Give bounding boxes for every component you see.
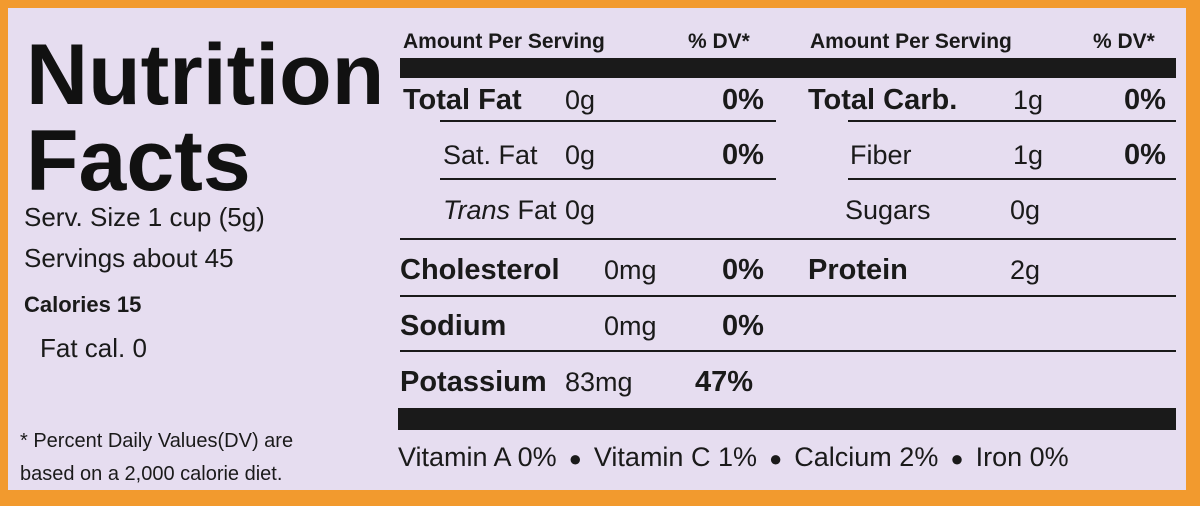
amount: 0g: [1010, 195, 1041, 225]
nutrient: Total Carb.: [808, 84, 958, 116]
thick-rule: [400, 58, 1176, 78]
daily-value: 0%: [722, 310, 764, 342]
nutrient: Protein: [808, 254, 908, 286]
nutrient-italic: Trans: [443, 195, 511, 225]
daily-value: 47%: [695, 366, 754, 398]
column-header: Amount Per Serving: [403, 30, 605, 53]
rule: [400, 350, 1176, 352]
nutrient: Cholesterol: [400, 254, 560, 286]
column-header: % DV*: [688, 30, 750, 53]
vitamin: Iron 0%: [975, 442, 1069, 472]
vitamins-line: Vitamin A 0% ● Vitamin C 1% ● Calcium 2% ● Iro…: [398, 442, 1069, 472]
nutrient: Sat. Fat: [443, 140, 538, 170]
amount: 1g: [1013, 140, 1044, 170]
calories: Calories 15: [24, 292, 142, 317]
rule: [848, 120, 1176, 122]
rule: [400, 238, 1176, 240]
amount: 0g: [565, 195, 596, 225]
amount: 0mg: [604, 311, 657, 341]
daily-value: 0%: [1124, 84, 1166, 116]
daily-value: 0%: [722, 139, 764, 171]
amount: 1g: [1013, 85, 1044, 115]
daily-value: 0%: [722, 254, 764, 286]
nutrient: Total Fat: [403, 84, 522, 116]
daily-value: 0%: [722, 84, 764, 116]
rule: [848, 178, 1176, 180]
amount: 0g: [565, 85, 596, 115]
amount: 2g: [1010, 255, 1041, 285]
serving-size: Serv. Size 1 cup (5g): [24, 202, 265, 232]
footnote: * Percent Daily Values(DV) are based on …: [20, 430, 294, 485]
rule: [440, 120, 776, 122]
thick-rule: [398, 408, 1176, 430]
nutrient: Sodium: [400, 310, 507, 342]
amount: 0g: [565, 140, 596, 170]
rule: [440, 178, 776, 180]
column-header: Amount Per Serving: [810, 30, 1012, 53]
label-title: Nutrition Facts: [26, 27, 385, 209]
nutrient: Fat: [517, 195, 557, 225]
rule: [400, 295, 1176, 297]
fat-calories: Fat cal. 0: [40, 333, 147, 363]
daily-value: 0%: [1124, 139, 1166, 171]
nutrient: Fiber: [850, 140, 912, 170]
vitamin: Vitamin A 0%: [398, 442, 557, 472]
nutrient: Potassium: [400, 366, 547, 398]
vitamin: Calcium 2%: [794, 442, 939, 472]
amount: 83mg: [565, 367, 633, 397]
amount: 0mg: [604, 255, 657, 285]
nutrient: Trans Fat: [443, 197, 557, 224]
servings: Servings about 45: [24, 243, 234, 273]
nutrient: Sugars: [845, 195, 931, 225]
vitamin: Vitamin C 1%: [593, 442, 757, 472]
column-header: % DV*: [1093, 30, 1155, 53]
